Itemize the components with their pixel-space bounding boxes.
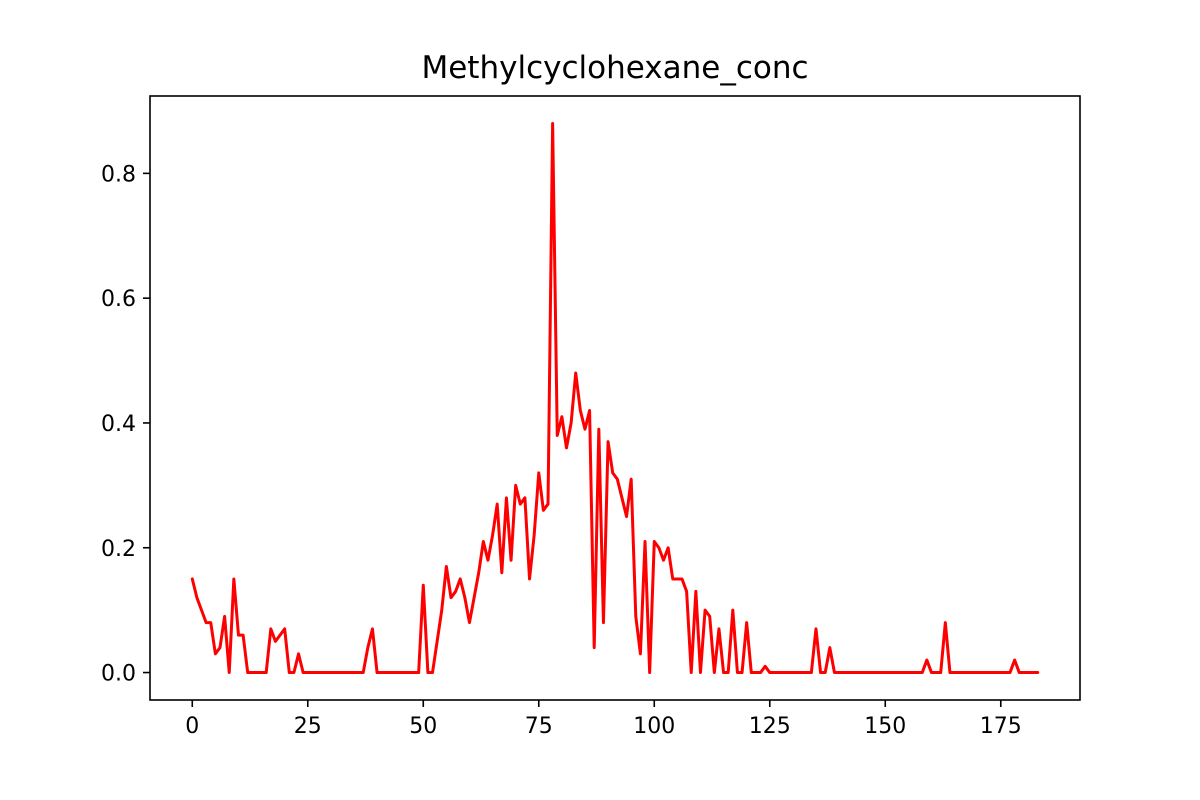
series-line-0 (190, 121, 1040, 675)
x-tick-label: 125 (749, 714, 791, 739)
x-tick-label: 50 (409, 714, 437, 739)
x-tick-label: 25 (294, 714, 322, 739)
y-tick-label: 0.2 (101, 537, 136, 562)
x-tick-label: 75 (525, 714, 553, 739)
axes-frame (149, 95, 1081, 701)
x-tick-label: 150 (864, 714, 906, 739)
y-tick-label: 0.0 (101, 662, 136, 687)
x-tick-label: 175 (980, 714, 1022, 739)
plot-area (190, 121, 1040, 675)
y-tick-label: 0.8 (101, 162, 136, 187)
chart-title: Methylcyclohexane_conc (421, 50, 808, 86)
y-tick-label: 0.6 (101, 287, 136, 312)
y-axis: 0.0 0.2 0.4 0.6 0.8 (101, 162, 150, 687)
x-tick-label: 0 (185, 714, 199, 739)
x-axis: 0 25 50 75 100 125 150 175 (185, 700, 1022, 739)
y-tick-label: 0.4 (101, 412, 136, 437)
x-tick-label: 100 (633, 714, 675, 739)
